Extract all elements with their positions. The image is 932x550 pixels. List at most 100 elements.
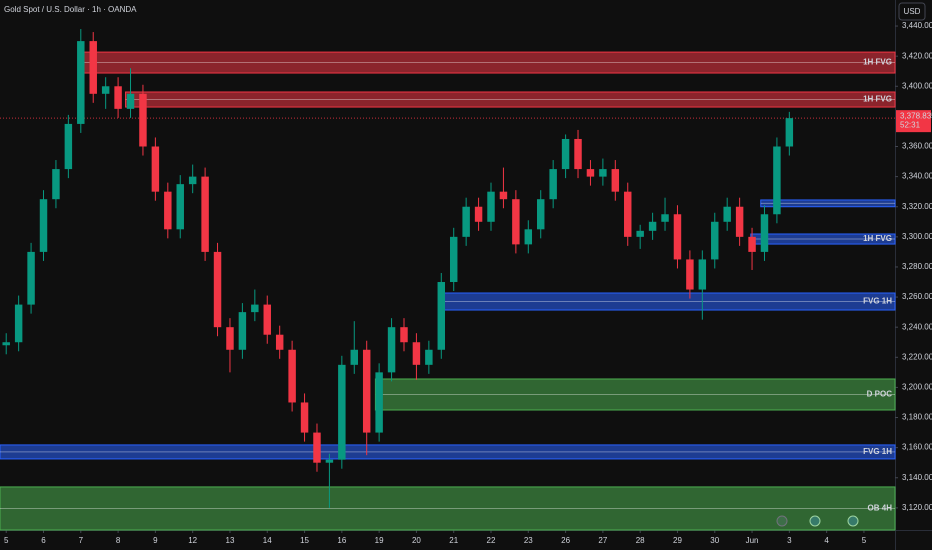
- candle-body: [201, 176, 209, 252]
- y-tick-label: 3,280.000: [902, 262, 932, 271]
- x-tick-label: 20: [412, 536, 421, 545]
- x-tick-label: 14: [263, 536, 272, 545]
- x-tick-label: 5: [862, 536, 867, 545]
- candle-body: [773, 146, 781, 215]
- candle-body: [375, 372, 383, 433]
- candle-body: [52, 169, 60, 200]
- candle-body: [176, 184, 184, 230]
- x-tick-label: 4: [824, 536, 829, 545]
- candle-body: [275, 334, 284, 350]
- candle-body: [288, 349, 296, 403]
- zone: [760, 199, 896, 208]
- y-tick-label: 3,300.000: [902, 232, 932, 241]
- x-tick-label: 15: [300, 536, 309, 545]
- candle-body: [735, 206, 744, 237]
- candle-body: [711, 221, 719, 260]
- candle-body: [313, 432, 321, 463]
- candle-body: [2, 342, 10, 346]
- candle-body: [362, 349, 371, 433]
- y-tick-label: 3,440.000: [902, 21, 932, 30]
- candle-body: [487, 191, 495, 222]
- candle-body: [139, 93, 147, 147]
- candle-body: [499, 191, 508, 200]
- x-tick-label: 3: [787, 536, 792, 545]
- x-tick-label: 21: [449, 536, 458, 545]
- chart-title: Gold Spot / U.S. Dollar · 1h · OANDA: [4, 5, 137, 14]
- y-tick-label: 3,180.000: [902, 413, 932, 422]
- x-tick-label: 16: [337, 536, 346, 545]
- y-tick-label: 3,240.000: [902, 322, 932, 331]
- candle-body: [350, 349, 358, 365]
- candle-body: [462, 206, 470, 237]
- candle-body: [748, 236, 756, 252]
- candle-body: [226, 327, 234, 350]
- price-label-box: [896, 110, 931, 133]
- candle-body: [400, 327, 408, 343]
- candle-body: [251, 304, 259, 313]
- x-tick-label: 13: [226, 536, 235, 545]
- candle-body: [387, 327, 396, 373]
- x-tick-label: 5: [4, 536, 9, 545]
- x-tick-label: 19: [375, 536, 384, 545]
- candle-body: [686, 259, 694, 290]
- candle-body: [39, 199, 48, 252]
- zone-label: FVG 1H: [863, 447, 892, 456]
- countdown: 52:31: [900, 120, 921, 129]
- x-tick-label: Jun: [746, 536, 759, 545]
- y-tick-label: 3,120.000: [902, 503, 932, 512]
- candle-body: [188, 176, 197, 185]
- currency-button[interactable]: [898, 2, 926, 21]
- x-tick-label: 26: [561, 536, 570, 545]
- zone: [0, 444, 896, 460]
- candle-body: [101, 86, 110, 94]
- candle-body: [449, 236, 458, 283]
- candle-body: [561, 138, 570, 170]
- x-tick-label: 9: [153, 536, 158, 545]
- y-tick-label: 3,420.000: [902, 51, 932, 60]
- candle-body: [549, 169, 557, 200]
- x-tick-label: 27: [598, 536, 607, 545]
- y-tick-label: 3,400.000: [902, 81, 932, 90]
- candle-body: [636, 230, 644, 237]
- candle-body: [89, 41, 97, 94]
- candle-body: [151, 146, 160, 192]
- candle-body: [325, 459, 334, 463]
- candle-body: [611, 169, 620, 192]
- candle-body: [425, 349, 433, 365]
- x-tick-label: 22: [487, 536, 496, 545]
- y-tick-label: 3,200.000: [902, 383, 932, 392]
- x-tick-label: 23: [524, 536, 533, 545]
- candle-body: [599, 169, 607, 177]
- candle-body: [77, 41, 85, 124]
- candle-body: [338, 364, 346, 460]
- candle-body: [164, 191, 172, 230]
- x-tick-label: 28: [636, 536, 645, 545]
- candle-body: [574, 138, 582, 170]
- zone-label: 1H FVG: [863, 58, 892, 67]
- candle-body: [474, 206, 483, 222]
- candle-body: [512, 199, 520, 245]
- candle-body: [661, 214, 669, 222]
- zone-label: 1H FVG: [863, 234, 892, 243]
- zone-label: FVG 1H: [863, 297, 892, 306]
- candle-body: [524, 229, 533, 245]
- x-tick-label: 6: [41, 536, 46, 545]
- candle-body: [537, 199, 545, 230]
- y-tick-label: 3,220.000: [902, 352, 932, 361]
- zone-label: D POC: [867, 390, 893, 399]
- y-tick-label: 3,340.000: [902, 172, 932, 181]
- y-tick-label: 3,260.000: [902, 292, 932, 301]
- candle-body: [238, 312, 247, 350]
- candle-body: [698, 259, 707, 290]
- zone: [0, 486, 896, 531]
- currency-label[interactable]: USD: [904, 7, 921, 16]
- y-tick-label: 3,320.000: [902, 202, 932, 211]
- zone-label: 1H FVG: [863, 95, 892, 104]
- candle-body: [673, 214, 682, 260]
- candle-body: [785, 118, 794, 147]
- zone-label: OB 4H: [868, 504, 893, 513]
- candle-body: [14, 304, 23, 343]
